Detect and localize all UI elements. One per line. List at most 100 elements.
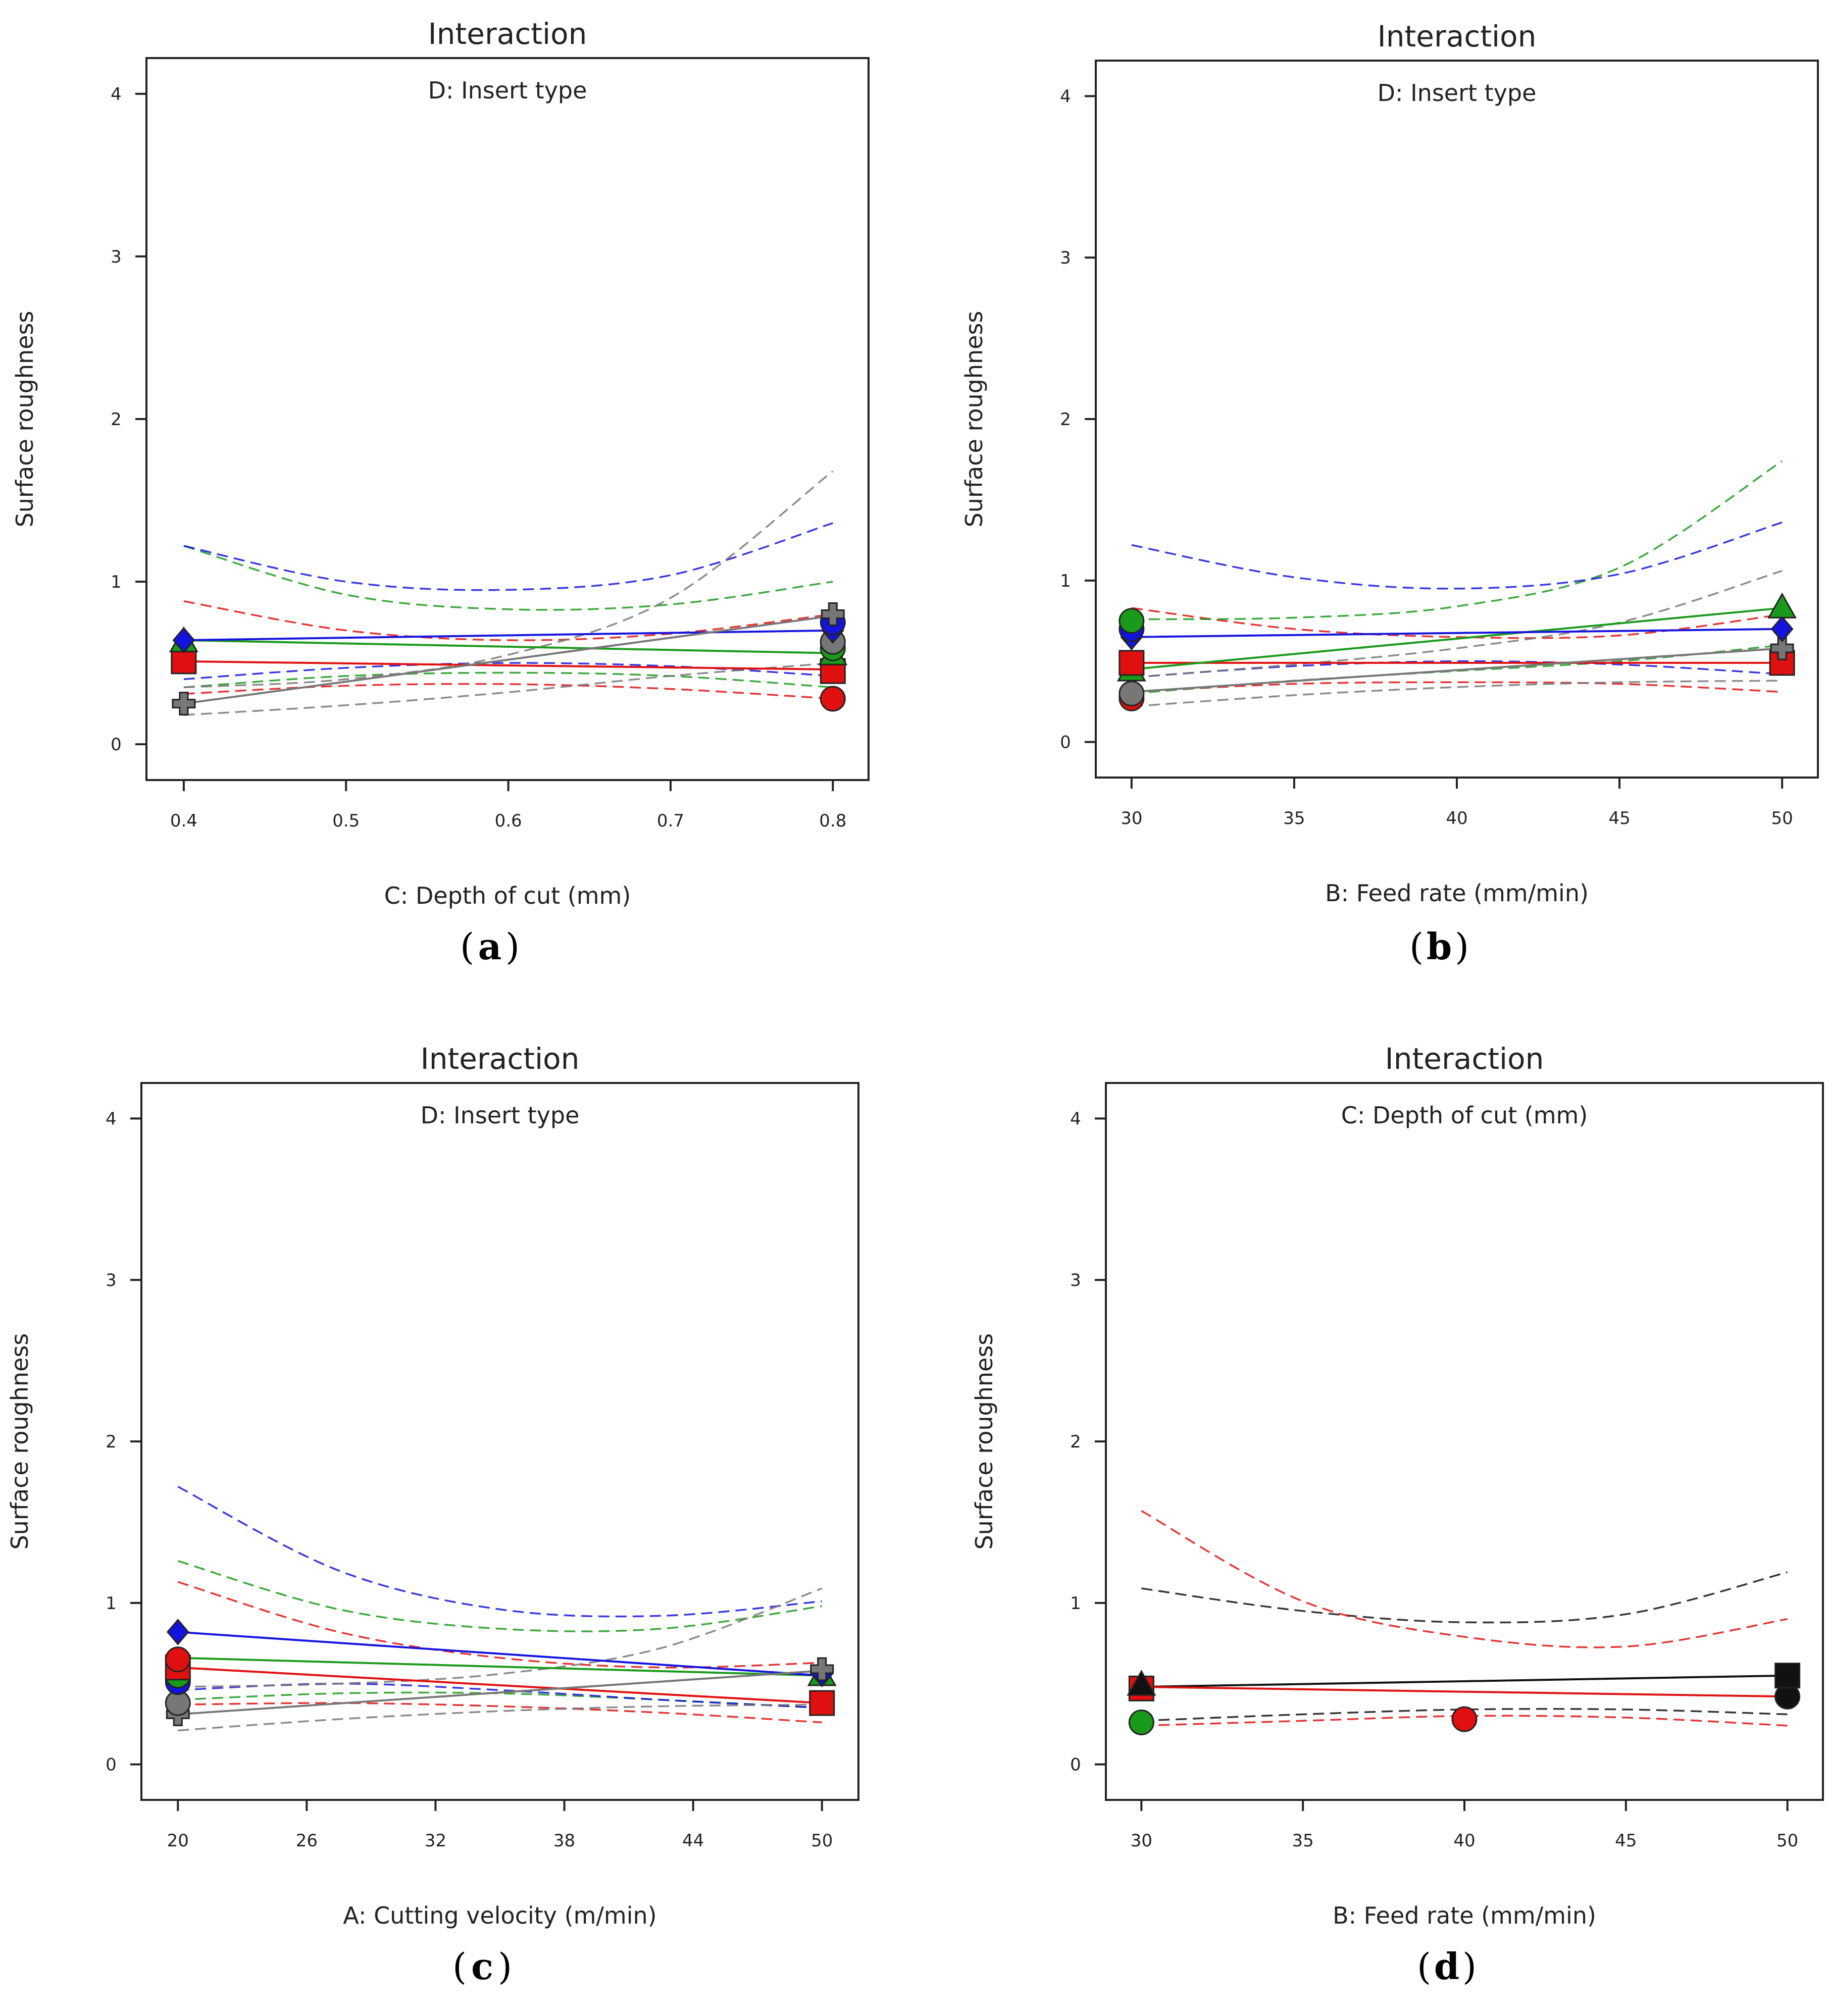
confidence-band-red	[1141, 1715, 1788, 1727]
data-point-green-circle	[1119, 608, 1145, 634]
caption-label: c	[471, 1945, 493, 1988]
confidence-band-gray	[183, 662, 833, 716]
y-tick-label: 2	[1060, 409, 1071, 430]
chart-title: Interaction	[428, 17, 587, 51]
data-point-blue-diamond	[1770, 615, 1794, 643]
y-tick-label: 1	[106, 1593, 117, 1614]
confidence-band-green	[183, 545, 833, 611]
data-point-green-circle	[1128, 1709, 1154, 1735]
y-tick-label: 1	[1070, 1593, 1081, 1614]
x-tick-label: 20	[167, 1831, 189, 1851]
series-line-green	[1131, 607, 1783, 670]
caption-label: b	[1427, 925, 1452, 968]
y-tick-label: 1	[1060, 571, 1071, 591]
caption-close-paren: )	[498, 1945, 512, 1988]
x-tick-label: 30	[1121, 808, 1142, 829]
y-axis-label: Surface roughness	[971, 1333, 998, 1550]
data-point-blue-diamond	[172, 627, 195, 654]
confidence-band-red	[1131, 681, 1783, 693]
y-tick-label: 1	[111, 572, 122, 592]
confidence-band-black	[1141, 1708, 1788, 1722]
confidence-band-blue	[183, 522, 833, 591]
series-line-green	[178, 1657, 822, 1677]
confidence-band-blue	[177, 1485, 822, 1618]
confidence-band-red	[183, 600, 833, 641]
x-tick-label: 0.7	[657, 811, 684, 831]
data-point-gray-cross	[172, 692, 196, 716]
confidence-band-red	[1131, 607, 1783, 639]
series-line-blue	[1131, 628, 1783, 638]
x-tick-label: 35	[1292, 1831, 1314, 1851]
data-point-gray-cross	[821, 602, 845, 626]
data-point-green-triangle	[1767, 592, 1797, 618]
series-line-gray	[178, 1670, 822, 1716]
x-axis-label: C: Depth of cut (mm)	[384, 882, 631, 909]
x-tick-label: 32	[425, 1831, 446, 1851]
chart-subtitle: D: Insert type	[1378, 79, 1537, 107]
x-tick-label: 40	[1446, 808, 1467, 829]
x-tick-label: 50	[811, 1831, 833, 1851]
data-point-gray-cross	[810, 1657, 834, 1681]
caption-label: a	[478, 925, 502, 968]
chart-panel-c: Interaction D: Insert type 20 26 32 38 44 50 0 1 2…	[6, 1042, 859, 1988]
confidence-band-gray	[178, 1587, 823, 1688]
x-tick-label: 0.6	[495, 811, 522, 831]
data-point-red-circle	[1451, 1706, 1478, 1732]
confidence-band-black	[1141, 1571, 1788, 1624]
confidence-band-gray	[183, 470, 834, 689]
caption-label: d	[1434, 1945, 1459, 1988]
caption-open-paren: (	[1409, 925, 1424, 968]
y-axis-label: Surface roughness	[960, 311, 988, 528]
data-point-gray-circle	[1119, 681, 1145, 707]
x-axis-label: B: Feed rate (mm/min)	[1333, 1902, 1596, 1929]
chart-subtitle: C: Depth of cut (mm)	[1341, 1102, 1588, 1129]
y-tick-label: 2	[111, 409, 122, 430]
x-tick-label: 0.4	[170, 811, 197, 831]
chart-panel-a: Interaction D: Insert type 0.4 0.5 0.6 0.7 0.8…	[11, 17, 870, 968]
y-tick-label: 3	[1060, 248, 1071, 268]
chart-panel-b: Interaction D: Insert type 30 35 40 45 50 0 1 2 3 4…	[960, 19, 1819, 968]
data-point-red-circle	[820, 686, 846, 712]
confidence-band-blue	[1131, 522, 1783, 590]
y-tick-label: 3	[1070, 1270, 1081, 1290]
data-point-gray-cross	[1770, 636, 1794, 660]
x-tick-label: 35	[1283, 808, 1305, 829]
data-point-red-circle	[165, 1646, 191, 1673]
y-axis-label: Surface roughness	[6, 1333, 33, 1550]
confidence-band-green	[177, 1560, 822, 1632]
series-line-red	[1141, 1686, 1788, 1698]
series-line-blue	[183, 629, 833, 641]
x-axis-label: B: Feed rate (mm/min)	[1325, 880, 1589, 907]
confidence-band-red	[1141, 1510, 1788, 1648]
caption-open-paren: (	[452, 1945, 467, 1988]
series-line-black	[1141, 1674, 1788, 1688]
x-tick-label: 0.8	[819, 811, 846, 831]
confidence-band-gray	[1131, 570, 1783, 679]
y-axis-label: Surface roughness	[11, 311, 38, 528]
series-line-red	[183, 660, 833, 670]
caption-close-paren: )	[1455, 925, 1469, 968]
y-tick-label: 0	[1070, 1755, 1081, 1775]
data-point-red-square	[809, 1690, 835, 1716]
caption-close-paren: )	[505, 925, 520, 968]
x-tick-label: 50	[1776, 1831, 1798, 1851]
x-tick-label: 0.5	[332, 811, 360, 831]
data-point-red-square	[1119, 650, 1145, 676]
data-point-black-square	[1774, 1663, 1801, 1689]
x-tick-label: 26	[296, 1831, 318, 1851]
x-tick-label: 38	[553, 1831, 575, 1851]
series-line-green	[183, 639, 833, 654]
chart-title: Interaction	[1385, 1042, 1544, 1076]
chart-subtitle: D: Insert type	[428, 77, 587, 104]
caption-open-paren: (	[460, 925, 474, 968]
y-tick-label: 4	[106, 1109, 117, 1129]
y-tick-label: 2	[1070, 1432, 1081, 1452]
series-line-gray	[1131, 647, 1783, 693]
y-tick-label: 0	[106, 1755, 117, 1775]
y-tick-label: 3	[106, 1270, 117, 1290]
series-line-red	[178, 1666, 822, 1704]
x-tick-label: 50	[1771, 808, 1793, 829]
confidence-band-gray	[1131, 680, 1783, 708]
